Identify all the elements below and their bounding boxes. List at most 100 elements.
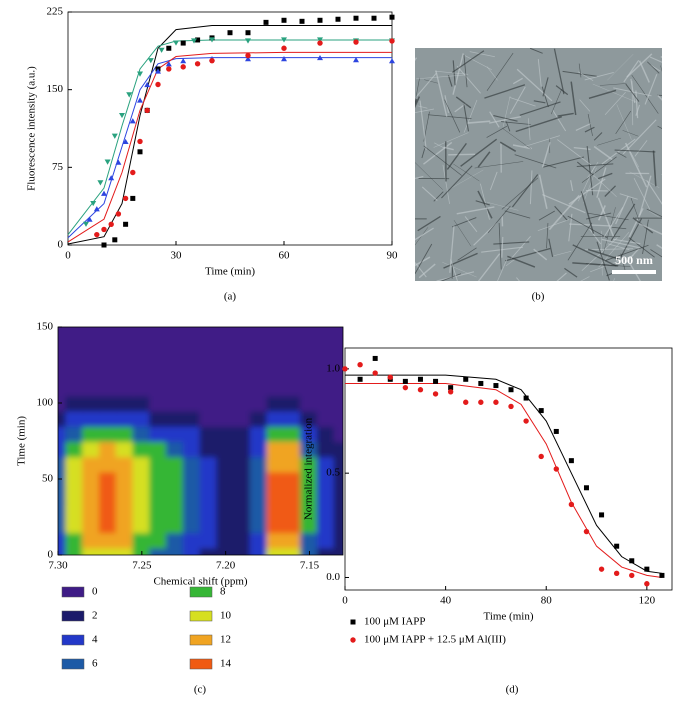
fiber: [527, 118, 531, 141]
fiber: [629, 263, 641, 281]
fiber: [453, 220, 472, 247]
fiber: [435, 70, 469, 75]
marker: [463, 376, 469, 382]
fiber: [505, 121, 511, 132]
caption: (d): [506, 684, 519, 696]
fiber: [650, 249, 662, 258]
marker: [353, 39, 359, 45]
marker: [432, 391, 439, 397]
marker: [372, 355, 378, 361]
fiber: [493, 241, 530, 245]
heat-cell: [316, 333, 336, 351]
heat-cell: [149, 364, 168, 382]
heat-cell: [216, 516, 236, 534]
marker: [209, 37, 215, 43]
heat-cell: [115, 516, 135, 534]
heat-cell: [82, 333, 101, 351]
heat-cell: [300, 500, 319, 518]
heat-cell: [115, 531, 135, 549]
heat-cell: [98, 327, 118, 336]
marker: [166, 66, 172, 72]
heat-cell: [333, 455, 343, 473]
marker: [263, 19, 269, 25]
marker: [317, 40, 323, 46]
legend-label: 100 μM IAPP + 12.5 μM Al(III): [364, 634, 506, 646]
fiber: [625, 83, 640, 102]
fiber: [577, 166, 595, 202]
fiber: [421, 186, 438, 201]
heat-cell: [199, 333, 219, 351]
marker: [180, 64, 186, 70]
fiber: [553, 250, 572, 257]
heat-cell: [65, 364, 85, 382]
fiber: [604, 91, 626, 116]
fiber: [657, 125, 662, 129]
marker: [342, 366, 348, 372]
heat-cell: [58, 333, 68, 351]
heat-cell: [283, 455, 303, 473]
fiber: [477, 151, 491, 168]
heat-cell: [249, 531, 269, 549]
fiber: [417, 215, 441, 232]
fiber: [448, 153, 476, 156]
heat-cell: [165, 500, 185, 518]
legend-swatch: [61, 658, 85, 670]
marker: [97, 180, 104, 186]
heat-cell: [316, 470, 336, 488]
heat-cell: [65, 470, 85, 488]
fiber: [486, 52, 514, 91]
heat-cell: [266, 333, 286, 351]
fiber: [499, 141, 517, 153]
heat-cell: [316, 531, 336, 549]
fiber: [597, 172, 613, 180]
fiber: [587, 248, 619, 260]
marker: [644, 581, 650, 587]
marker: [613, 570, 620, 577]
heat-cell: [115, 364, 135, 382]
heat-cell: [233, 516, 252, 534]
heat-cell: [249, 546, 269, 555]
y-tick-label: 150: [47, 83, 64, 95]
fiber: [415, 162, 443, 190]
fiber: [552, 109, 567, 132]
fiber: [415, 77, 420, 105]
fiber: [638, 222, 662, 236]
heat-cell: [149, 485, 168, 503]
fiber: [603, 207, 624, 238]
heat-cell: [165, 424, 185, 442]
heat-cell: [82, 455, 101, 473]
fiber: [415, 227, 434, 241]
marker: [644, 566, 650, 572]
heat-cell: [82, 485, 101, 503]
heat-cell: [58, 516, 68, 534]
marker: [538, 453, 544, 460]
fiber: [533, 248, 548, 261]
heat-cell: [165, 531, 185, 549]
heat-cell: [115, 409, 135, 427]
marker: [371, 15, 377, 21]
fiber: [442, 261, 477, 278]
fiber: [504, 210, 531, 219]
heat-cell: [333, 348, 343, 366]
fiber: [593, 145, 613, 161]
heat-cell: [165, 440, 185, 458]
fiber: [533, 100, 546, 104]
heat-cell: [316, 440, 336, 458]
heat-cell: [58, 531, 68, 549]
heat-cell: [266, 440, 286, 458]
fiber: [415, 57, 418, 62]
heat-cell: [132, 379, 152, 397]
fiber: [501, 236, 504, 258]
marker: [538, 408, 544, 414]
heat-cell: [300, 546, 319, 555]
marker: [568, 501, 575, 508]
heat-cell: [249, 379, 269, 397]
heat-cell: [300, 333, 319, 351]
fiber: [415, 242, 416, 244]
heat-cell: [249, 348, 269, 366]
heat-cell: [333, 333, 343, 351]
heat-cell: [58, 409, 68, 427]
heat-cell: [65, 500, 85, 518]
heat-cell: [58, 440, 68, 458]
fiber: [584, 126, 595, 133]
